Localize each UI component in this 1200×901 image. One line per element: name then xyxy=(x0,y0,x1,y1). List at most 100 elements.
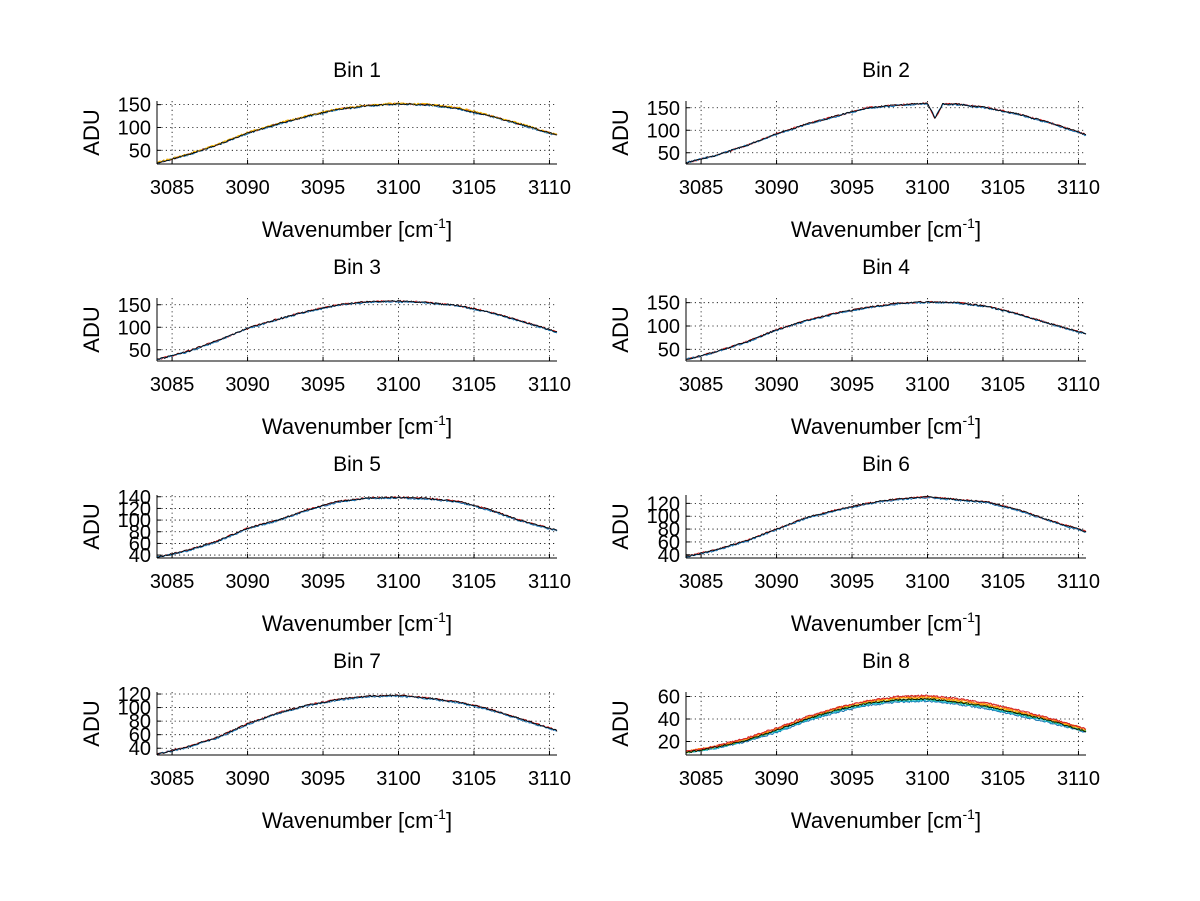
y-tick-label: 120 xyxy=(118,684,151,706)
x-tick-label: 3095 xyxy=(830,768,875,790)
x-tick-label: 3105 xyxy=(981,374,1026,396)
x-axis-label-sup: -1 xyxy=(434,806,447,822)
x-tick-label: 3095 xyxy=(301,571,346,593)
x-tick-label: 3110 xyxy=(1057,571,1100,593)
y-tick-label: 40 xyxy=(658,545,680,567)
y-tick-label: 60 xyxy=(658,687,680,709)
y-axis-label: ADU xyxy=(608,306,633,352)
y-tick-label: 50 xyxy=(129,140,151,162)
series-line xyxy=(686,300,1087,361)
subplot-title: Bin 2 xyxy=(862,59,910,82)
x-tick-label: 3085 xyxy=(150,177,195,199)
y-axis-label: ADU xyxy=(79,109,104,155)
x-tick-label: 3095 xyxy=(301,768,346,790)
x-axis-label-sup: -1 xyxy=(434,412,447,428)
x-tick-label: 3085 xyxy=(679,374,724,396)
x-tick-label: 3090 xyxy=(225,768,270,790)
subplot-title: Bin 3 xyxy=(333,256,381,279)
x-axis-label: Wavenumber [cm-1] xyxy=(791,609,981,636)
y-tick-label: 100 xyxy=(647,316,680,338)
x-axis-label-text: Wavenumber [cm xyxy=(791,414,963,439)
series-line xyxy=(156,496,558,559)
x-tick-label: 3105 xyxy=(452,768,497,790)
series-line xyxy=(685,495,1087,558)
series-line xyxy=(156,299,558,360)
x-axis-label: Wavenumber [cm-1] xyxy=(791,412,981,439)
y-tick-label: 140 xyxy=(118,487,151,509)
x-axis-label-end: ] xyxy=(975,217,981,242)
series-line xyxy=(685,697,1087,754)
series-line xyxy=(156,102,558,164)
y-tick-label: 100 xyxy=(118,117,151,139)
x-axis-label: Wavenumber [cm-1] xyxy=(791,806,981,833)
y-tick-label: 40 xyxy=(658,709,680,731)
y-tick-label: 60 xyxy=(658,532,680,554)
subplot-title: Bin 5 xyxy=(333,453,381,476)
x-tick-label: 3100 xyxy=(905,571,950,593)
y-tick-label: 120 xyxy=(118,498,151,520)
x-axis-label-text: Wavenumber [cm xyxy=(262,808,434,833)
y-tick-label: 150 xyxy=(118,295,151,317)
x-tick-label: 3090 xyxy=(225,374,270,396)
y-tick-label: 40 xyxy=(129,738,151,760)
y-tick-label: 150 xyxy=(118,95,151,117)
x-tick-label: 3085 xyxy=(679,177,724,199)
series-line xyxy=(156,102,558,164)
x-axis-label-text: Wavenumber [cm xyxy=(791,808,963,833)
x-tick-label: 3090 xyxy=(754,374,799,396)
x-tick-label: 3100 xyxy=(376,374,421,396)
series-line xyxy=(686,496,1087,558)
series-line xyxy=(156,102,558,165)
series-line xyxy=(156,496,558,559)
subplot-7: Bin 7 3085 3090 3095 3100 3105 3110 40608010012… xyxy=(79,650,571,833)
x-tick-label: 3085 xyxy=(679,571,724,593)
x-axis-label-sup: -1 xyxy=(963,806,976,822)
x-axis-label-end: ] xyxy=(975,808,981,833)
x-tick-label: 3105 xyxy=(981,177,1026,199)
x-tick-label: 3110 xyxy=(528,571,571,593)
x-axis-label-text: Wavenumber [cm xyxy=(791,611,963,636)
y-tick-label: 100 xyxy=(118,510,151,532)
x-tick-label: 3095 xyxy=(830,177,875,199)
y-tick-label: 60 xyxy=(129,533,151,555)
x-tick-label: 3110 xyxy=(1057,177,1100,199)
subplot-title: Bin 8 xyxy=(862,650,910,673)
series-line xyxy=(685,695,1087,753)
subplot-title: Bin 4 xyxy=(862,256,910,279)
series-line xyxy=(157,694,558,755)
x-tick-label: 3105 xyxy=(452,374,497,396)
y-tick-label: 150 xyxy=(647,98,680,120)
x-tick-label: 3110 xyxy=(528,177,571,199)
subplot-6: Bin 6 3085 3090 3095 3100 3105 3110 40608010012… xyxy=(608,453,1100,636)
x-axis-label-sup: -1 xyxy=(434,215,447,231)
y-axis-label: ADU xyxy=(79,503,104,549)
x-axis-label-end: ] xyxy=(975,611,981,636)
x-axis-label: Wavenumber [cm-1] xyxy=(262,215,452,242)
x-axis-label-text: Wavenumber [cm xyxy=(791,217,963,242)
x-tick-label: 3100 xyxy=(905,374,950,396)
series-line xyxy=(685,697,1087,753)
x-tick-label: 3090 xyxy=(754,768,799,790)
x-axis-label: Wavenumber [cm-1] xyxy=(262,609,452,636)
y-tick-label: 150 xyxy=(647,293,680,315)
subplot-title: Bin 6 xyxy=(862,453,910,476)
x-axis-label-sup: -1 xyxy=(434,609,447,625)
y-axis-label: ADU xyxy=(608,503,633,549)
series-line xyxy=(685,694,1087,752)
x-tick-label: 3085 xyxy=(150,571,195,593)
x-tick-label: 3100 xyxy=(376,177,421,199)
x-tick-label: 3110 xyxy=(528,768,571,790)
y-tick-label: 60 xyxy=(129,725,151,747)
series-line xyxy=(156,693,558,755)
x-tick-label: 3085 xyxy=(150,374,195,396)
y-tick-label: 100 xyxy=(647,120,680,142)
y-tick-label: 20 xyxy=(658,732,680,754)
x-tick-label: 3100 xyxy=(376,571,421,593)
series-line xyxy=(685,495,1087,558)
y-tick-label: 50 xyxy=(658,143,680,165)
series-line xyxy=(156,299,558,361)
x-tick-label: 3090 xyxy=(225,571,270,593)
x-tick-label: 3105 xyxy=(452,177,497,199)
